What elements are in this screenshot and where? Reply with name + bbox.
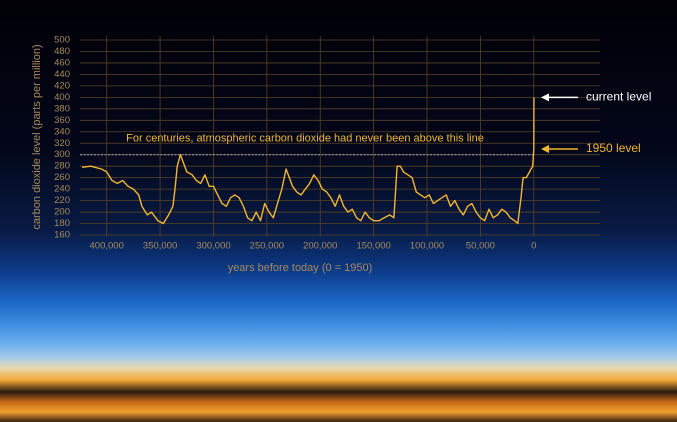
x-tick-label: 0 (531, 241, 536, 252)
annotation-text: current level (586, 90, 651, 104)
x-tick-label: 100,000 (410, 241, 444, 252)
x-tick-label: 350,000 (143, 241, 177, 252)
annotation-arrowhead (541, 93, 549, 102)
y-tick-label: 380 (54, 103, 70, 114)
y-tick-label: 180 (54, 218, 70, 229)
x-axis-label: years before today (0 = 1950) (228, 262, 373, 274)
y-tick-label: 220 (54, 195, 70, 206)
y-tick-label: 200 (54, 207, 70, 218)
y-tick-label: 500 (54, 35, 70, 46)
y-axis-label: carbon dioxide level (parts per million) (31, 44, 43, 229)
x-tick-label: 150,000 (356, 241, 390, 252)
y-tick-label: 460 (54, 57, 70, 68)
reference-text: For centuries, atmospheric carbon dioxid… (126, 133, 484, 145)
y-tick-label: 360 (54, 115, 70, 126)
annotation-arrowhead (541, 144, 549, 153)
x-tick-label: 50,000 (466, 241, 495, 252)
y-tick-label: 400 (54, 92, 70, 103)
x-tick-label: 300,000 (196, 241, 230, 252)
y-tick-label: 280 (54, 161, 70, 172)
y-tick-label: 160 (54, 230, 70, 241)
co2-line (82, 97, 535, 225)
y-tick-label: 340 (54, 126, 70, 137)
y-tick-label: 320 (54, 138, 70, 149)
y-tick-label: 240 (54, 184, 70, 195)
y-tick-label: 480 (54, 46, 70, 57)
y-tick-label: 260 (54, 172, 70, 183)
x-tick-label: 250,000 (250, 241, 284, 252)
x-tick-label: 400,000 (90, 241, 124, 252)
y-tick-label: 440 (54, 69, 70, 80)
y-tick-label: 300 (54, 149, 70, 160)
y-tick-label: 420 (54, 80, 70, 91)
annotation-text: 1950 level (586, 141, 641, 155)
x-tick-label: 200,000 (303, 241, 337, 252)
